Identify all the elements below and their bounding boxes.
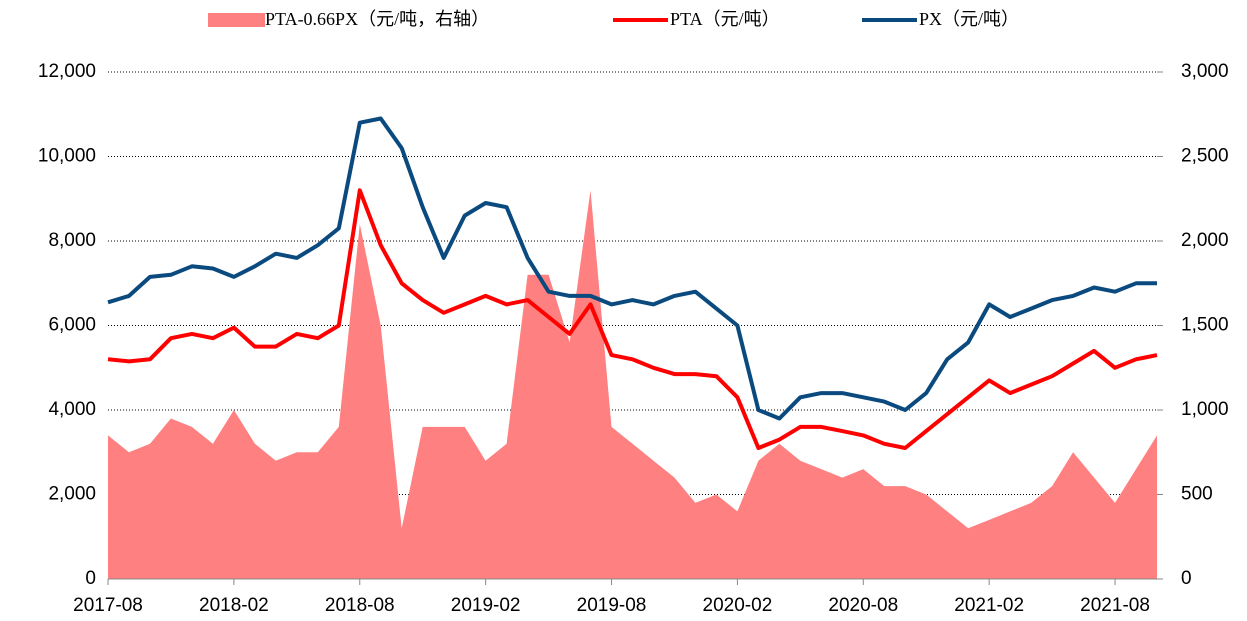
x-tick-label: 2020-02: [703, 595, 773, 616]
y-tick-label: 10,000: [38, 146, 96, 167]
y-tick-label: 0: [85, 568, 96, 589]
y-tick-label: 8,000: [48, 230, 96, 251]
y2-tick-label: 0: [1181, 568, 1192, 589]
y2-tick-label: 2,000: [1181, 230, 1229, 251]
legend-label: PTA（元/吨）: [670, 9, 780, 29]
x-tick-label: 2018-02: [199, 595, 269, 616]
y-tick-label: 4,000: [48, 399, 96, 420]
y2-tick-label: 1,000: [1181, 399, 1229, 420]
x-tick-label: 2018-08: [325, 595, 395, 616]
x-tick-label: 2019-08: [577, 595, 647, 616]
x-tick-label: 2019-02: [451, 595, 521, 616]
line: [107, 188, 1158, 450]
y2-tick-label: 2,500: [1181, 146, 1229, 167]
area: [108, 190, 1157, 580]
legend-label: PTA-0.66PX（元/吨，右轴）: [265, 9, 489, 29]
x-tick-label: 2021-02: [954, 595, 1024, 616]
y-tick-label: 6,000: [48, 315, 96, 336]
x-tick-label: 2017-08: [73, 595, 143, 616]
legend-swatch: [208, 13, 265, 27]
x-tick-label: 2020-08: [828, 595, 898, 616]
y-tick-label: 12,000: [38, 61, 96, 82]
y2-tick-label: 3,000: [1181, 61, 1229, 82]
y-tick-label: 2,000: [48, 484, 96, 505]
y2-tick-label: 500: [1181, 484, 1213, 505]
legend-label: PX（元/吨）: [919, 9, 1019, 29]
y2-tick-label: 1,500: [1181, 315, 1229, 336]
x-tick-label: 2021-08: [1080, 595, 1150, 616]
line: [107, 116, 1157, 421]
